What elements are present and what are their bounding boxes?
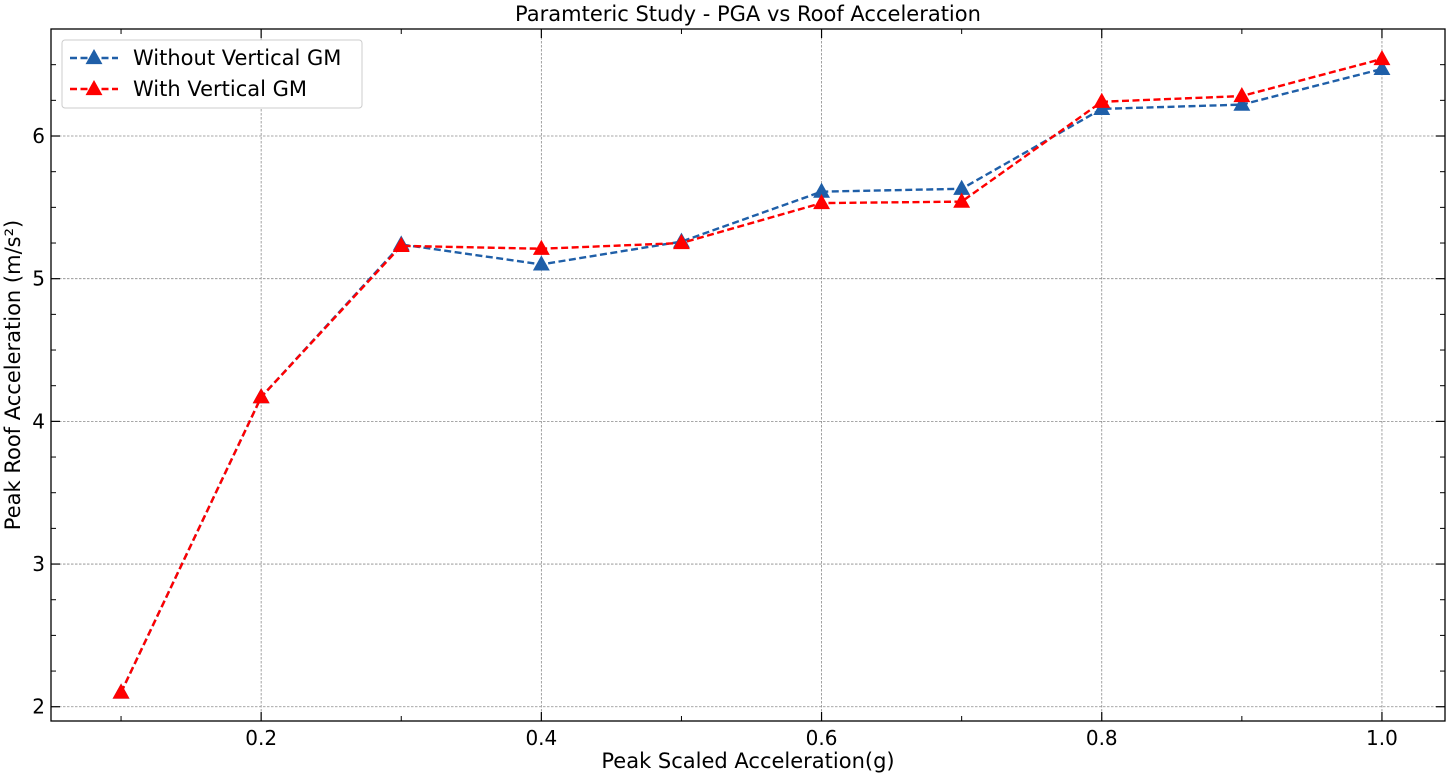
data-point <box>953 179 971 195</box>
y-tick-label: 6 <box>32 124 45 148</box>
legend: Without Vertical GM With Vertical GM <box>61 39 363 109</box>
grid <box>51 29 1445 721</box>
data-point <box>252 388 270 404</box>
series-line <box>119 57 1383 693</box>
y-tick-label: 2 <box>32 695 45 719</box>
series-1 <box>112 59 1391 699</box>
legend-entry: With Vertical GM <box>70 77 307 101</box>
series-2 <box>112 49 1391 699</box>
data-point <box>953 192 971 208</box>
legend-label: Without Vertical GM <box>133 46 341 70</box>
y-tick-label: 3 <box>32 552 45 576</box>
data-point <box>1233 87 1251 103</box>
data-point <box>1093 92 1111 108</box>
data-point <box>813 194 831 210</box>
series-line <box>119 67 1383 693</box>
x-tick-label: 0.6 <box>806 726 838 750</box>
data-point <box>672 233 690 250</box>
y-axis-label: Peak Roof Acceleration (m/s²) <box>1 220 25 530</box>
y-tick-label: 4 <box>32 409 45 433</box>
y-tick-label: 5 <box>32 267 45 291</box>
chart-title: Paramteric Study - PGA vs Roof Accelerat… <box>515 2 981 26</box>
x-tick-label: 0.8 <box>1086 726 1118 750</box>
x-axis-label: Peak Scaled Acceleration(g) <box>601 749 894 773</box>
legend-label: With Vertical GM <box>133 77 307 101</box>
data-point <box>532 239 550 255</box>
legend-entry: Without Vertical GM <box>70 46 341 70</box>
data-point <box>1373 59 1391 76</box>
legend-box <box>61 39 363 109</box>
x-tick-label: 0.2 <box>245 726 277 750</box>
x-tick-label: 1.0 <box>1366 726 1398 750</box>
x-tick-label: 0.4 <box>525 726 557 750</box>
ticks: 0.2 0.4 0.6 0.8 1.0 2 3 4 5 6 <box>32 29 1445 750</box>
data-point <box>392 236 410 252</box>
plot-frame <box>50 28 1446 722</box>
legend-marker <box>85 79 103 96</box>
data-point <box>532 255 550 271</box>
data-point <box>1233 95 1251 111</box>
legend-marker <box>85 48 103 65</box>
data-point <box>112 683 130 699</box>
data-point <box>1373 49 1391 66</box>
series-layer <box>112 49 1391 699</box>
